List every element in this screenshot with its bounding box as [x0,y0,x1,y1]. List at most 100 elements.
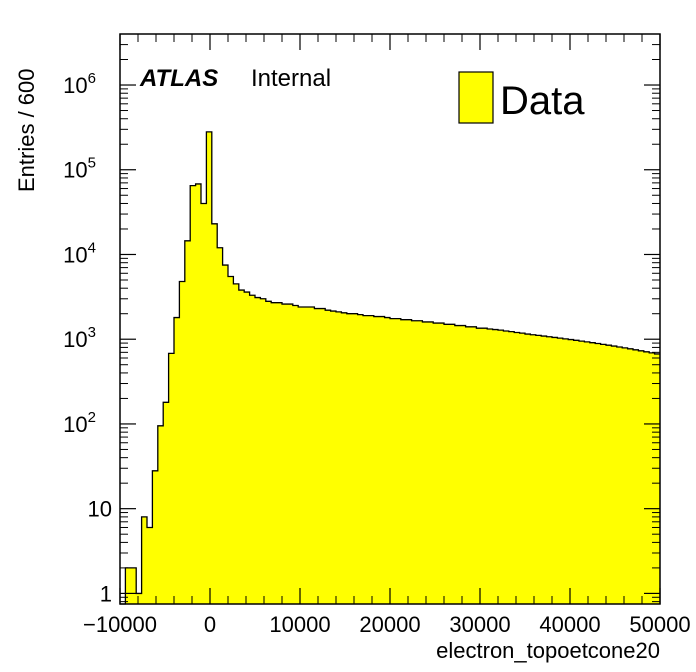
histogram-bar [654,353,661,604]
histogram-bar [460,325,466,604]
x-axis-ticks: −10000 0 10000 20000 30000 40000 50000 [83,34,691,637]
histogram-bar [206,131,213,604]
histogram-bar [546,336,553,604]
histogram-bar [444,324,450,604]
histogram-bar [649,352,655,604]
histogram-bar [228,276,234,604]
histogram-bar [471,326,477,604]
x-axis-title: electron_topoetcone20 [436,638,660,663]
histogram-bar [498,330,504,604]
histogram-bar [519,333,526,604]
histogram-bar [276,302,283,604]
histogram-bar [222,265,229,604]
x-tick-label: 40000 [539,612,600,637]
histogram-bar [136,593,142,604]
histogram-bar [406,319,412,604]
histogram-bars [125,131,661,604]
histogram-bar [573,340,580,604]
histogram-bar [427,321,434,604]
y-tick-label: 106 [63,70,96,98]
histogram-bar [454,325,461,604]
histogram-bar [606,345,612,604]
histogram-bar [530,334,537,604]
y-tick-label: 1 [100,581,112,606]
y-tick-label: 105 [63,155,96,183]
histogram-bar [174,317,180,604]
histogram-bar [373,316,380,604]
x-tick-label: 10000 [269,612,330,637]
histogram-bar [568,339,574,604]
histogram-bar [303,306,310,604]
histogram-bar [217,247,223,604]
histogram-bar [433,323,439,604]
histogram-bar [476,328,483,604]
histogram-bar [492,329,499,604]
x-tick-label: 50000 [629,612,690,637]
y-tick-label: 102 [63,409,96,437]
histogram-bar [325,310,331,604]
histogram-bar [411,320,418,604]
histogram-bar [616,346,623,604]
histogram-bar [195,183,202,604]
histogram-bar [287,304,294,604]
histogram-bar [265,301,272,604]
histogram-bar [179,281,186,604]
histogram-bar [390,318,396,604]
histogram-bar [341,312,348,604]
histogram-bar [255,297,261,604]
histogram-bar [368,315,375,604]
histogram-bar [168,353,175,604]
histogram-bar [579,341,585,604]
histogram-bar [503,331,510,604]
histogram-bar [638,350,645,604]
histogram-bar [643,351,650,604]
histogram-bar [352,313,358,604]
histogram-bar [465,326,472,604]
histogram-bar [152,470,159,604]
y-tick-label: 103 [63,324,96,352]
histogram-bar [298,306,304,604]
histogram-bar [595,343,601,604]
histogram-bar [319,308,326,604]
histogram-bar [282,304,288,604]
histogram-bar [487,328,493,604]
histogram-bar [384,317,391,604]
atlas-label: ATLAS [139,65,218,92]
histogram-bar [417,320,423,604]
histogram-bar [260,298,267,604]
histogram-bar [627,348,634,604]
histogram-bar [622,347,628,604]
histogram-bar [395,318,402,604]
histogram-bar [552,337,558,604]
histogram-bar [611,346,618,604]
histogram-bar [438,323,445,604]
x-tick-label: 20000 [359,612,420,637]
y-tick-label: 104 [63,239,96,267]
histogram-bar [514,332,520,604]
histogram-bar [238,290,245,604]
histogram-bar [309,306,315,604]
histogram-bar [449,324,456,604]
histogram-bar [508,331,515,604]
histogram-outline [120,131,660,605]
histogram-bar [314,308,321,604]
histogram-bar [271,302,277,604]
histogram-bar [292,305,299,604]
histogram-bar [190,185,196,604]
histogram-bar [633,349,639,604]
histogram-bar [201,203,207,604]
y-axis-ticks: 1 10 102 103 104 105 106 [63,33,660,606]
legend-swatch-data [458,71,494,124]
histogram-bar [400,319,407,604]
histogram-bar [157,425,164,604]
x-tick-label: 30000 [449,612,510,637]
legend-label-data: Data [500,79,585,123]
histogram-bar [130,567,137,604]
histogram-bar [233,283,240,604]
histogram-bar [600,344,607,604]
histogram-bar [336,311,342,604]
histogram-bar [535,335,542,604]
histogram-bar [184,240,191,604]
histogram-bar [422,321,429,604]
histogram-bar [357,314,364,604]
